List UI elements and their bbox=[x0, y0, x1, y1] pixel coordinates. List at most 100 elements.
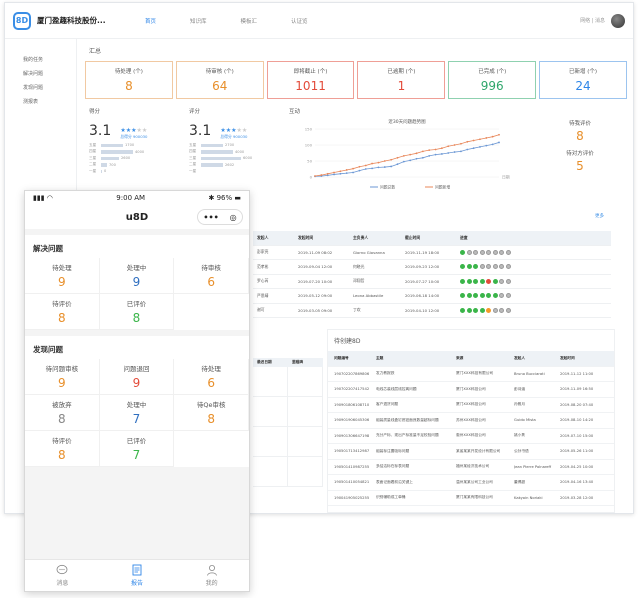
cell: 多结洁标在标表问题 bbox=[376, 464, 410, 469]
status-tile[interactable]: 待Qe审核 8 bbox=[174, 395, 249, 431]
data-point bbox=[447, 152, 450, 154]
summary-card-label: 已新增 (个) bbox=[569, 69, 598, 75]
task-table-header: 发起人 发起时间 主负责人 截止时间 进度 bbox=[253, 231, 611, 246]
status-tile[interactable]: 处理中 9 bbox=[99, 258, 175, 294]
nav-certification[interactable]: 认证览 bbox=[291, 18, 308, 25]
summary-card-value: 64 bbox=[212, 79, 228, 93]
table-row[interactable]: 190501410054821 表面记面着前沿关键上 温州某某公司工业公司 董博超 20… bbox=[328, 475, 614, 491]
table-row[interactable]: 190041905025255 识别辅助成工单桶 厦门某某有限科技公司 Kakyoin… bbox=[328, 491, 614, 506]
sidebar-item-solve[interactable]: 解决问题 bbox=[23, 71, 44, 77]
table-row[interactable]: 190501410987255 多结洁标在标表问题 福州某经济技术公司 Jean Pi… bbox=[328, 460, 614, 475]
data-point bbox=[485, 144, 488, 147]
table-row[interactable]: 190901306647198 充分产标、现出产标准量不足校验问题 惠州XXX科技公… bbox=[328, 429, 614, 444]
bottom-tab-bar: 消息 报告 我的 bbox=[25, 559, 249, 591]
sidebar-item-discover[interactable]: 发现问题 bbox=[23, 85, 44, 91]
rating-bar-label: 四星 bbox=[89, 149, 97, 154]
tab-report[interactable]: 报告 bbox=[100, 560, 175, 591]
cell: 苏州XXX科技公司 bbox=[456, 417, 486, 422]
table-row[interactable]: 罗心芮 2019-07-20 10:00 邓翔哲 2019-07-27 10:00 bbox=[253, 275, 611, 289]
rating-bar-row: 四星 4000 bbox=[189, 149, 279, 156]
status-tile[interactable]: 待评价 8 bbox=[25, 431, 100, 467]
status-tile[interactable]: 问题退回 9 bbox=[99, 359, 175, 395]
nav-home[interactable]: 首页 bbox=[145, 18, 157, 25]
progress-dots bbox=[460, 264, 602, 270]
progress-step-icon bbox=[505, 293, 511, 299]
table-row[interactable]: 190901806108710 客户退货问题 厦门XXX科技公司 孙雅月 2019-08… bbox=[328, 398, 614, 413]
y-tick-label: 100 bbox=[305, 143, 313, 148]
avatar[interactable] bbox=[611, 13, 625, 28]
table-row[interactable]: 范孝彬 2019-09-04 12:00 何晓光 2019-09-23 12:00 bbox=[253, 260, 611, 275]
data-point bbox=[377, 161, 380, 164]
cell: 2019-04-25 10:00 bbox=[560, 464, 594, 469]
star-rating-icon: ★★★★★ 总得分 900030 bbox=[220, 127, 248, 139]
cell: 190901906045306 bbox=[334, 418, 370, 423]
cell-start-time: 2019-07-20 10:00 bbox=[298, 278, 333, 284]
summary-card[interactable]: 已完成 (个) 996 bbox=[448, 61, 537, 99]
sidebar-item-report[interactable]: 测报表 bbox=[23, 99, 39, 105]
more-link[interactable]: 更多 bbox=[595, 214, 604, 219]
table-row[interactable]: 190702207869806 发力教报铁 厦门XXX科技有限公司 Bruno Buc… bbox=[328, 367, 614, 382]
status-tile[interactable]: 待评价 8 bbox=[25, 294, 100, 330]
rating-bar bbox=[101, 143, 123, 147]
summary-card-value: 1011 bbox=[295, 79, 326, 93]
table-row[interactable]: 彭家亮 2019-11-09 08:02 Giorno Giovanna 2019-1… bbox=[253, 246, 611, 260]
cell: 董博超 bbox=[514, 479, 526, 484]
summary-card[interactable]: 即将截止 (个) 1011 bbox=[266, 61, 355, 99]
cell: 客户退货问题 bbox=[376, 402, 399, 407]
status-tile[interactable]: 处理中 7 bbox=[99, 395, 175, 431]
nav-templates[interactable]: 模板汇 bbox=[240, 18, 258, 25]
status-tile[interactable]: 被放弃 8 bbox=[25, 395, 100, 431]
data-point bbox=[352, 171, 354, 174]
status-tile-label: 待问题审核 bbox=[45, 365, 79, 373]
sidebar-item-my-tasks[interactable]: 我的任务 bbox=[23, 57, 44, 63]
status-tile-value: 8 bbox=[58, 448, 66, 462]
data-point bbox=[402, 154, 405, 157]
cell: 某省某某开发设计有限公司 bbox=[456, 448, 501, 453]
summary-card[interactable]: 已新增 (个) 24 bbox=[539, 61, 627, 99]
status-tile[interactable]: 待处理 9 bbox=[25, 258, 100, 294]
mobile-title: u8D bbox=[125, 211, 149, 223]
status-tile[interactable]: 待审核 6 bbox=[174, 258, 249, 294]
status-tile[interactable]: 已评价 8 bbox=[99, 294, 175, 330]
status-tile[interactable]: 已评价 7 bbox=[99, 431, 175, 467]
nav-knowledge[interactable]: 知识库 bbox=[190, 18, 207, 25]
close-icon[interactable]: ◎ bbox=[229, 212, 237, 222]
col-owner: 主负责人 bbox=[353, 234, 369, 240]
cell-owner: 邓翔哲 bbox=[353, 278, 365, 284]
summary-card[interactable]: 已逾期 (个) 1 bbox=[357, 61, 446, 99]
tab-messages[interactable]: 消息 bbox=[25, 560, 100, 591]
progress-step-icon bbox=[473, 264, 478, 270]
table-row[interactable]: 严思晴 2019-05-12 09:00 Leona Abbastile 2019-0… bbox=[253, 289, 611, 304]
data-point bbox=[377, 166, 380, 169]
table-row[interactable]: 190702207417542 电线芯装线层线控离问题 厦门XXX科技公司 彭诗涵 20… bbox=[328, 382, 614, 398]
more-menu-icon[interactable]: ••• bbox=[203, 212, 219, 222]
summary-card[interactable]: 待审核 (个) 64 bbox=[175, 61, 264, 99]
pending-8d-body: 190702207869806 发力教报铁 厦门XXX科技有限公司 Bruno Buc… bbox=[328, 367, 614, 506]
progress-step-icon bbox=[499, 278, 504, 284]
table-row[interactable]: 190501713412987 组装标注置吸标问题 某省某某开发设计有限公司 公孙书语… bbox=[328, 444, 614, 460]
discover-issues-title: 发现问题 bbox=[33, 345, 63, 354]
progress-step-icon bbox=[492, 278, 498, 284]
rating-bar-label: 一星 bbox=[89, 168, 97, 173]
col-milestone: 里程碑 bbox=[292, 360, 304, 364]
col-start-time: 发起时间 bbox=[298, 234, 314, 240]
progress-step-icon bbox=[460, 249, 465, 255]
progress-step-icon bbox=[505, 307, 511, 313]
rating-bar bbox=[101, 163, 107, 167]
cell: 姚小隽 bbox=[514, 433, 526, 438]
user-links[interactable]: 网络 | 消息 bbox=[580, 18, 605, 24]
data-point bbox=[498, 133, 500, 136]
table-row[interactable]: 谢可 2019-03-05 09:00 丁欢 2019-04-10 12:00 bbox=[253, 304, 611, 318]
rating-bar bbox=[101, 156, 119, 160]
status-tile[interactable]: 待处理 6 bbox=[174, 359, 249, 395]
data-point bbox=[364, 164, 367, 167]
table-row[interactable]: 190901906045306 组装质量线盒钉底钮面良数量超标问题 苏州XXX科技公… bbox=[328, 413, 614, 429]
status-tile[interactable]: 待问题审核 9 bbox=[25, 359, 100, 395]
cell: 厦门某某有限科技公司 bbox=[456, 495, 493, 500]
cell-owner: Giorno Giovanna bbox=[353, 249, 385, 255]
tab-profile[interactable]: 我的 bbox=[174, 560, 249, 591]
cell: 厦门XXX科技公司 bbox=[456, 386, 486, 391]
data-point bbox=[402, 160, 405, 163]
summary-card[interactable]: 待处理 (个) 8 bbox=[85, 61, 173, 99]
cell: 厦门XXX科技公司 bbox=[456, 402, 486, 407]
